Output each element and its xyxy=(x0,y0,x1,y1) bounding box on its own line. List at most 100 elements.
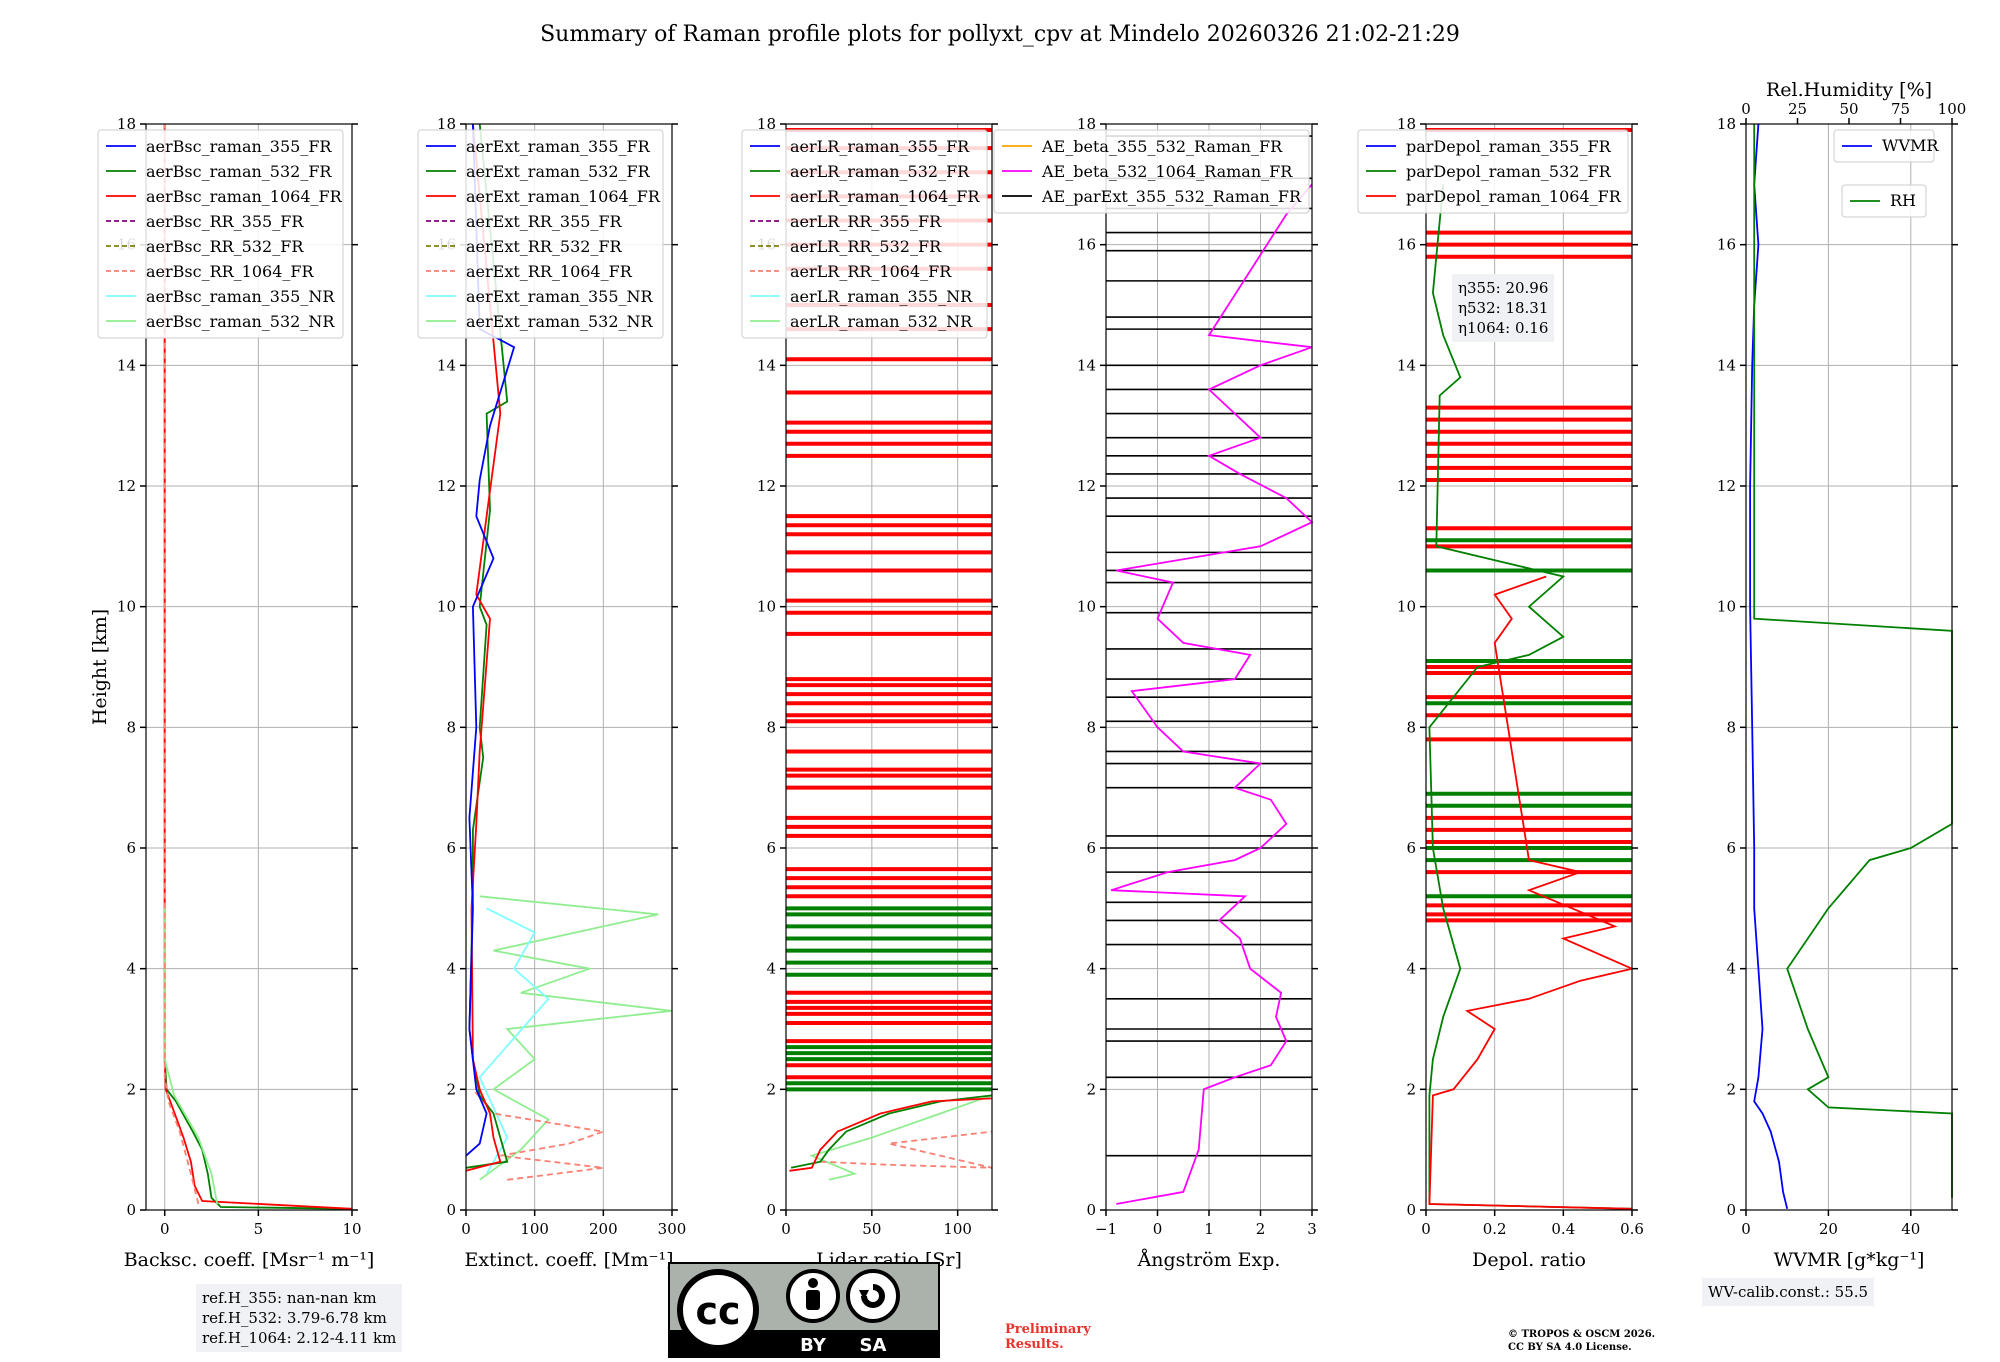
wv-x2tick-label: 50 xyxy=(1839,100,1858,118)
ae-ytick-label: 8 xyxy=(1086,718,1096,736)
depol-legend-box xyxy=(1357,129,1629,214)
bsc-xlabel: Backsc. coeff. [Msr⁻¹ m⁻¹] xyxy=(124,1249,375,1271)
bsc-ytick-label: 10 xyxy=(117,598,136,616)
bsc-ytick-label: 2 xyxy=(126,1080,136,1098)
wv-ytick-label: 18 xyxy=(1717,115,1736,133)
bsc-legend-label: aerBsc_RR_355_FR xyxy=(146,212,304,231)
depol-legend-label: parDepol_raman_1064_FR xyxy=(1406,187,1622,206)
bsc-legend-label: aerBsc_raman_1064_FR xyxy=(146,187,343,206)
ext-ytick-label: 18 xyxy=(437,115,456,133)
lr-legend-label: aerLR_raman_532_NR xyxy=(790,312,973,331)
eta-355: η355: 20.96 xyxy=(1458,279,1549,297)
depol-axes-frame xyxy=(1425,123,1633,1211)
bsc-ytick-label: 12 xyxy=(117,477,136,495)
ext-series-aerExt_raman_532_NR xyxy=(479,895,673,1181)
lr-ytick-label: 0 xyxy=(766,1201,776,1219)
depol-ytick-label: 0 xyxy=(1406,1201,1416,1219)
bsc-legend-label: aerBsc_raman_532_NR xyxy=(146,312,335,331)
lr-ytick-label: 14 xyxy=(757,356,776,374)
ext-series-aerExt_raman_355_FR xyxy=(465,123,516,1157)
lr-legend-label: aerLR_raman_355_FR xyxy=(790,137,970,156)
ext-xlabel: Extinct. coeff. [Mm⁻¹] xyxy=(464,1249,673,1271)
ae-ytick-label: 10 xyxy=(1077,598,1096,616)
depol-legend-label: parDepol_raman_355_FR xyxy=(1406,137,1612,156)
ext-legend-label: aerExt_RR_1064_FR xyxy=(466,262,633,281)
ext-ytick-label: 10 xyxy=(437,598,456,616)
wv-series-RH xyxy=(1753,124,1953,1198)
depol-ytick-label: 4 xyxy=(1406,960,1416,978)
wv-x2tick-label: 75 xyxy=(1891,100,1910,118)
lr-ytick-label: 6 xyxy=(766,839,776,857)
depol-series-parDepol_raman_532_FR xyxy=(1428,184,1633,1210)
lr-legend-label: aerLR_raman_1064_FR xyxy=(790,187,980,206)
wv-calib-const: WV-calib.const.: 55.5 xyxy=(1708,1283,1869,1301)
ref-height-1064: ref.H_1064: 2.12-4.11 km xyxy=(202,1329,397,1347)
ae-legend-label: AE_beta_532_1064_Raman_FR xyxy=(1041,162,1293,181)
wv-xlabel: WVMR [g*kg⁻¹] xyxy=(1774,1249,1925,1271)
lr-xtick-label: 100 xyxy=(943,1220,972,1238)
depol-ytick-label: 16 xyxy=(1397,236,1416,254)
ext-xtick-label: 300 xyxy=(658,1220,687,1238)
preliminary-line-1: Preliminary xyxy=(1005,1322,1091,1337)
ext-xtick-label: 100 xyxy=(520,1220,549,1238)
ext-legend-label: aerExt_RR_532_FR xyxy=(466,237,623,256)
depol-ytick-label: 8 xyxy=(1406,718,1416,736)
ae-xtick-label: 1 xyxy=(1204,1220,1214,1238)
wv-ytick-label: 14 xyxy=(1717,356,1736,374)
wv-ytick-label: 4 xyxy=(1726,960,1736,978)
ae-ytick-label: 18 xyxy=(1077,115,1096,133)
ext-ytick-label: 4 xyxy=(446,960,456,978)
ae-legend-box xyxy=(993,129,1310,214)
wv-ytick-label: 12 xyxy=(1717,477,1736,495)
cc-sa-label: SA xyxy=(860,1335,887,1356)
wv-xtick-label: 40 xyxy=(1901,1220,1920,1238)
depol-xtick-label: 0 xyxy=(1421,1220,1431,1238)
depol-ytick-label: 14 xyxy=(1397,356,1416,374)
wv-legend-box xyxy=(1833,129,1935,163)
ext-legend-label: aerExt_raman_532_FR xyxy=(466,162,651,181)
lr-legend-label: aerLR_raman_355_NR xyxy=(790,287,973,306)
wv-ytick-label: 8 xyxy=(1726,718,1736,736)
bsc-legend-label: aerBsc_raman_532_FR xyxy=(146,162,332,181)
ext-ytick-label: 8 xyxy=(446,718,456,736)
bsc-legend-box xyxy=(97,129,344,339)
bsc-series-aerBsc_raman_1064_FR xyxy=(163,124,353,1210)
ae-ytick-label: 12 xyxy=(1077,477,1096,495)
lr-ytick-label: 12 xyxy=(757,477,776,495)
ae-xtick-label: −1 xyxy=(1095,1220,1117,1238)
bsc-legend-label: aerBsc_RR_532_FR xyxy=(146,237,304,256)
ae-ytick-label: 0 xyxy=(1086,1201,1096,1219)
ext-ytick-label: 0 xyxy=(446,1201,456,1219)
depol-ytick-label: 12 xyxy=(1397,477,1416,495)
wv-series-WVMR xyxy=(1749,123,1789,1210)
ext-series-aerExt_raman_1064_FR xyxy=(465,123,502,1172)
ae-series-AE_beta_532_1064_Raman_FR xyxy=(1110,183,1314,1205)
ext-ytick-label: 2 xyxy=(446,1080,456,1098)
ext-legend-box xyxy=(417,129,664,339)
lr-xtick-label: 50 xyxy=(862,1220,881,1238)
lr-legend-box xyxy=(741,129,988,339)
ref-height-532: ref.H_532: 3.79-6.78 km xyxy=(202,1309,387,1327)
bsc-xtick-label: 10 xyxy=(342,1220,361,1238)
ae-xtick-label: 0 xyxy=(1153,1220,1163,1238)
wv-calib-box: WV-calib.const.: 55.5 xyxy=(1702,1278,1875,1306)
wv-legend-label: WVMR xyxy=(1882,136,1939,155)
wv-legend-label: RH xyxy=(1890,191,1916,210)
ae-xtick-label: 2 xyxy=(1256,1220,1266,1238)
ref-height-355: ref.H_355: nan-nan km xyxy=(202,1289,377,1307)
depol-xtick-label: 0.6 xyxy=(1620,1220,1644,1238)
wv-axes-frame xyxy=(1745,123,1953,1211)
wv-ytick-label: 2 xyxy=(1726,1080,1736,1098)
ae-ytick-label: 2 xyxy=(1086,1080,1096,1098)
lr-ytick-label: 8 xyxy=(766,718,776,736)
ext-ytick-label: 14 xyxy=(437,356,456,374)
wv-ytick-label: 16 xyxy=(1717,236,1736,254)
bsc-axes-frame xyxy=(145,123,353,1211)
ext-legend-label: aerExt_raman_532_NR xyxy=(466,312,654,331)
wv-ytick-label: 10 xyxy=(1717,598,1736,616)
ae-ytick-label: 6 xyxy=(1086,839,1096,857)
bsc-legend-label: aerBsc_RR_1064_FR xyxy=(146,262,315,281)
depol-xlabel: Depol. ratio xyxy=(1472,1249,1586,1271)
lr-legend-label: aerLR_RR_355_FR xyxy=(790,212,942,231)
lr-legend-label: aerLR_RR_1064_FR xyxy=(790,262,952,281)
